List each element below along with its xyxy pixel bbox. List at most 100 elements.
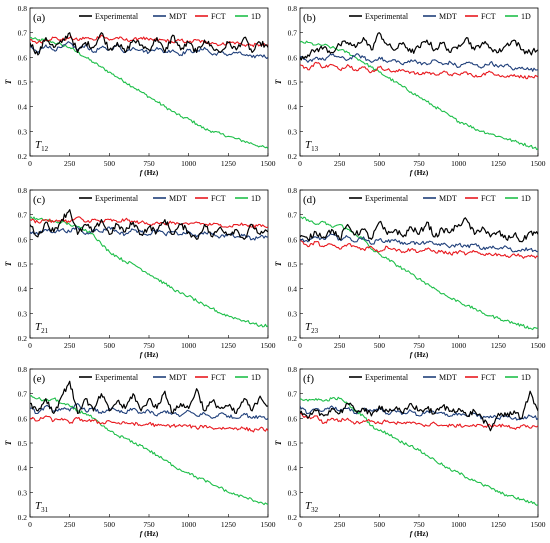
parameter-label: T31 [35, 500, 49, 514]
x-axis-label: f (Hz) [410, 529, 429, 538]
y-tick-label: 0.4 [288, 103, 298, 112]
legend-label-fct: FCT [481, 12, 496, 21]
plot-frame [29, 189, 269, 339]
y-tick-label: 0.7 [288, 211, 298, 220]
legend: 1D FCT MDT Experimental [349, 373, 531, 382]
legend-label-experimental: Experimental [95, 194, 139, 203]
series-line-experimental [30, 32, 268, 56]
x-axis-unit: (Hz) [412, 168, 429, 177]
legend-label-1d: 1D [251, 12, 261, 21]
y-tick-label: 0.8 [18, 186, 28, 195]
y-axis-label: T [4, 78, 13, 84]
series-line-1d [300, 40, 538, 151]
chart-panel-6: 0.2 0.3 0.4 0.5 0.6 0.7 0.8 0 250 500 750 1000 1250 1… [274, 365, 546, 538]
y-axis-label: T [4, 260, 13, 266]
legend-label-mdt: MDT [169, 373, 187, 382]
y-axis-label: T [274, 260, 283, 266]
x-axis-label: f (Hz) [140, 529, 159, 538]
y-tick-label: 0.7 [18, 390, 28, 399]
y-tick-label: 0.4 [288, 464, 298, 473]
y-tick-label: 0.6 [288, 414, 298, 423]
x-tick-label: 1250 [491, 159, 506, 168]
y-tick-label: 0.5 [18, 439, 28, 448]
series-line-experimental [30, 209, 268, 240]
x-tick-label: 0 [28, 159, 32, 168]
y-axis-label: T [4, 439, 13, 445]
x-axis-symbol: f [140, 529, 144, 538]
legend-label-fct: FCT [481, 194, 496, 203]
parameter-subscript: 21 [41, 327, 49, 335]
panel-tag: (f) [303, 373, 314, 385]
series-line-mdt [300, 233, 538, 253]
x-tick-label: 0 [298, 341, 302, 350]
x-tick-label: 500 [104, 341, 116, 350]
y-tick-label: 0.6 [18, 53, 28, 62]
x-tick-label: 1250 [491, 520, 506, 529]
y-tick-label: 0.7 [18, 211, 28, 220]
series-line-mdt [300, 53, 538, 72]
legend-label-mdt: MDT [169, 194, 187, 203]
y-tick-label: 0.2 [288, 334, 298, 343]
series-line-1d [30, 395, 268, 506]
legend-label-mdt: MDT [439, 12, 457, 21]
x-axis-unit: (Hz) [412, 529, 429, 538]
y-tick-label: 0.5 [18, 260, 28, 269]
x-axis-symbol: f [410, 529, 414, 538]
x-tick-label: 250 [64, 159, 76, 168]
legend-label-experimental: Experimental [365, 12, 409, 21]
chart-panel-3: 0.2 0.3 0.4 0.5 0.6 0.7 0.8 0 250 500 750 1000 1250 1… [4, 186, 276, 359]
parameter-symbol: T [305, 500, 312, 512]
parameter-symbol: T [35, 500, 42, 512]
y-tick-label: 0.4 [18, 285, 28, 294]
x-axis-unit: (Hz) [412, 350, 429, 359]
x-axis-label: f (Hz) [410, 350, 429, 359]
x-tick-label: 1250 [221, 520, 236, 529]
legend: 1D FCT MDT Experimental [79, 373, 261, 382]
plot-frame [29, 7, 269, 157]
x-tick-label: 250 [334, 159, 346, 168]
y-tick-label: 0.6 [288, 235, 298, 244]
series-line-1d [300, 396, 538, 506]
series-group [300, 390, 538, 506]
x-axis-symbol: f [140, 350, 144, 359]
legend-label-fct: FCT [481, 373, 496, 382]
y-tick-label: 0.6 [18, 414, 28, 423]
y-tick-label: 0.7 [288, 29, 298, 38]
x-axis-unit: (Hz) [142, 168, 159, 177]
x-tick-label: 750 [413, 159, 425, 168]
x-tick-label: 500 [104, 520, 116, 529]
y-tick-label: 0.3 [18, 309, 28, 318]
y-tick-label: 0.5 [288, 439, 298, 448]
series-line-experimental [300, 390, 538, 432]
y-tick-label: 0.3 [288, 488, 298, 497]
series-line-mdt [30, 402, 268, 420]
x-axis-unit: (Hz) [142, 529, 159, 538]
x-tick-label: 1000 [451, 159, 466, 168]
series-line-fct [30, 415, 268, 433]
x-tick-label: 0 [28, 520, 32, 529]
x-tick-label: 0 [298, 520, 302, 529]
plot-frame [299, 189, 539, 339]
panel-tag: (e) [33, 373, 46, 385]
x-axis-symbol: f [410, 168, 414, 177]
y-tick-label: 0.5 [288, 260, 298, 269]
series-line-fct [300, 238, 538, 259]
parameter-subscript: 13 [311, 145, 319, 153]
x-tick-label: 1250 [221, 341, 236, 350]
panel-tag: (a) [33, 12, 46, 24]
series-line-experimental [30, 380, 268, 414]
legend-label-1d: 1D [521, 373, 531, 382]
parameter-subscript: 12 [41, 145, 49, 153]
legend-label-experimental: Experimental [365, 373, 409, 382]
x-tick-label: 1250 [221, 159, 236, 168]
chart-panel-2: 0.2 0.3 0.4 0.5 0.6 0.7 0.8 0 250 500 750 1000 1250 1… [274, 4, 546, 177]
legend: 1D FCT MDT Experimental [349, 12, 531, 21]
panel-tag: (b) [303, 12, 316, 24]
x-axis-label: f (Hz) [410, 168, 429, 177]
x-tick-label: 500 [104, 159, 116, 168]
x-tick-label: 1000 [181, 520, 196, 529]
parameter-subscript: 31 [41, 506, 49, 514]
parameter-symbol: T [305, 321, 312, 333]
x-tick-label: 1500 [261, 341, 276, 350]
legend-label-experimental: Experimental [95, 12, 139, 21]
